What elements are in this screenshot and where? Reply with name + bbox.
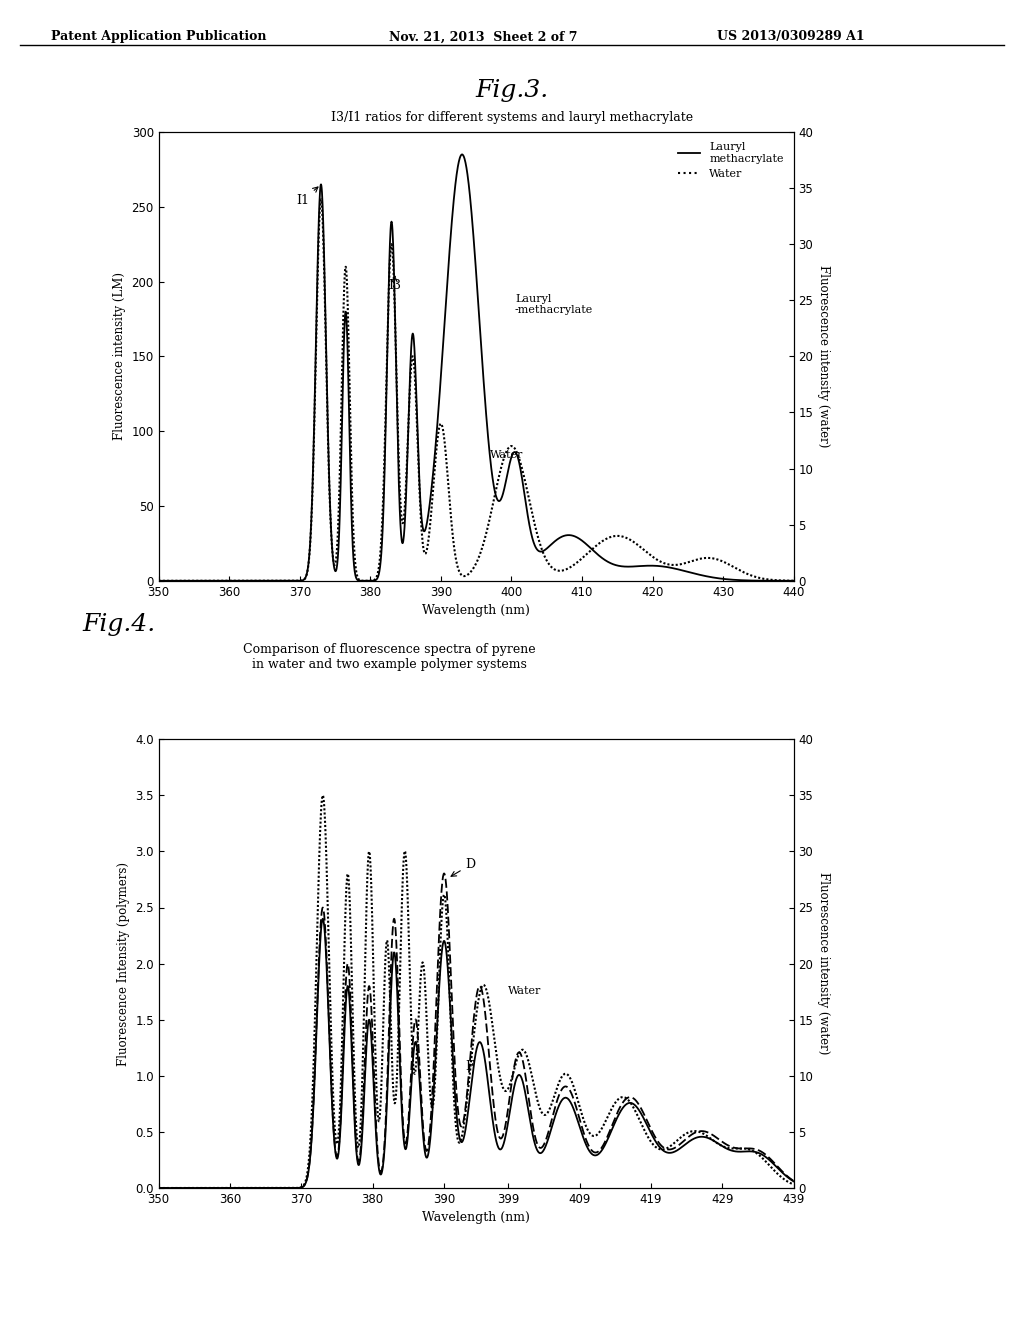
Text: Water: Water <box>508 986 542 995</box>
Text: Fig.4.: Fig.4. <box>82 614 156 636</box>
Text: I1: I1 <box>296 187 317 207</box>
Text: I3: I3 <box>388 276 401 292</box>
Y-axis label: Fluorescence intensity (LM): Fluorescence intensity (LM) <box>113 272 126 441</box>
Text: Fig.3.: Fig.3. <box>475 79 549 102</box>
X-axis label: Wavelength (nm): Wavelength (nm) <box>422 605 530 618</box>
Text: Lauryl
-methacrylate: Lauryl -methacrylate <box>515 293 593 315</box>
Y-axis label: Fluorescence intensity (water): Fluorescence intensity (water) <box>817 873 830 1055</box>
Text: Water: Water <box>490 450 523 461</box>
Y-axis label: Fluorescence intensity (water): Fluorescence intensity (water) <box>817 265 830 447</box>
Text: I3/I1 ratios for different systems and lauryl methacrylate: I3/I1 ratios for different systems and l… <box>331 111 693 124</box>
Y-axis label: Fluorescence Intensity (polymers): Fluorescence Intensity (polymers) <box>117 862 130 1065</box>
Text: F: F <box>466 1060 474 1073</box>
Text: Nov. 21, 2013  Sheet 2 of 7: Nov. 21, 2013 Sheet 2 of 7 <box>389 30 578 44</box>
Text: US 2013/0309289 A1: US 2013/0309289 A1 <box>717 30 864 44</box>
Text: D: D <box>452 858 475 876</box>
Text: Comparison of fluorescence spectra of pyrene
in water and two example polymer sy: Comparison of fluorescence spectra of py… <box>243 643 536 671</box>
Legend: Lauryl
methacrylate, Water: Lauryl methacrylate, Water <box>674 137 788 183</box>
Text: Patent Application Publication: Patent Application Publication <box>51 30 266 44</box>
X-axis label: Wavelength (nm): Wavelength (nm) <box>422 1212 530 1225</box>
